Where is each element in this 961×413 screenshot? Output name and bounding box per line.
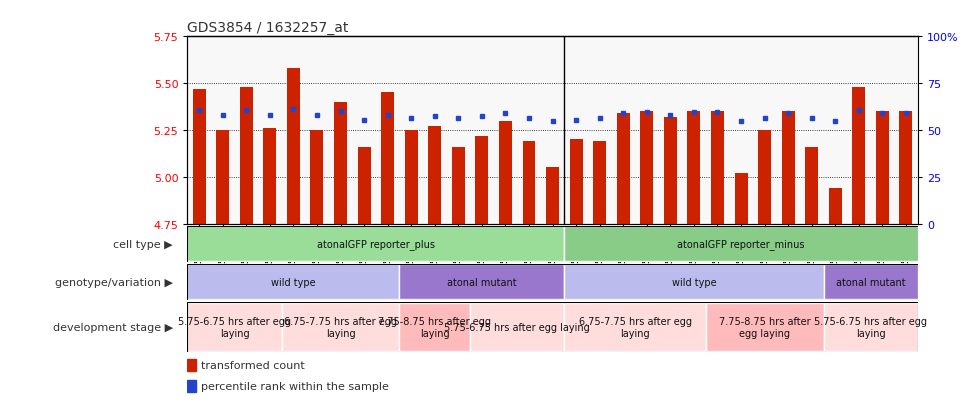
Text: percentile rank within the sample: percentile rank within the sample: [201, 381, 388, 391]
Bar: [405, 131, 418, 224]
Bar: [400, 265, 564, 299]
Text: atonal mutant: atonal mutant: [836, 277, 905, 287]
Text: 5.75-6.75 hrs after egg
laying: 5.75-6.75 hrs after egg laying: [178, 316, 291, 338]
Bar: [187, 303, 282, 351]
Bar: [781, 112, 795, 224]
Bar: [564, 303, 705, 351]
Bar: [593, 142, 606, 224]
Bar: [734, 173, 748, 224]
Bar: [187, 227, 564, 261]
Text: 7.75-8.75 hrs after egg
laying: 7.75-8.75 hrs after egg laying: [379, 316, 491, 338]
Text: atonalGFP reporter_minus: atonalGFP reporter_minus: [678, 239, 804, 249]
Text: development stage ▶: development stage ▶: [53, 322, 173, 332]
Bar: [429, 127, 441, 224]
Bar: [640, 112, 653, 224]
Text: atonalGFP reporter_plus: atonalGFP reporter_plus: [317, 239, 435, 249]
Text: 7.75-8.75 hrs after
egg laying: 7.75-8.75 hrs after egg laying: [719, 316, 810, 338]
Text: 6.75-7.75 hrs after egg
laying: 6.75-7.75 hrs after egg laying: [579, 316, 692, 338]
Bar: [263, 129, 277, 224]
Bar: [476, 136, 488, 224]
Bar: [570, 140, 582, 224]
Text: 6.75-7.75 hrs after egg
laying: 6.75-7.75 hrs after egg laying: [284, 316, 397, 338]
Bar: [240, 88, 253, 224]
Bar: [828, 188, 842, 224]
Bar: [705, 303, 824, 351]
Bar: [523, 142, 535, 224]
Bar: [664, 118, 677, 224]
Bar: [382, 93, 394, 224]
Text: cell type ▶: cell type ▶: [113, 239, 173, 249]
Text: wild type: wild type: [672, 277, 716, 287]
Bar: [711, 112, 724, 224]
Bar: [216, 131, 230, 224]
Text: atonal mutant: atonal mutant: [447, 277, 517, 287]
Bar: [400, 303, 470, 351]
Bar: [357, 147, 371, 224]
Bar: [564, 227, 918, 261]
Bar: [310, 131, 324, 224]
Bar: [282, 303, 400, 351]
Bar: [470, 303, 564, 351]
Text: transformed count: transformed count: [201, 360, 305, 370]
Bar: [852, 88, 865, 224]
Bar: [193, 90, 206, 224]
Bar: [875, 112, 889, 224]
Bar: [187, 265, 400, 299]
Bar: [687, 112, 701, 224]
Bar: [758, 131, 771, 224]
Bar: [499, 121, 512, 224]
Bar: [334, 102, 347, 224]
Text: GDS3854 / 1632257_at: GDS3854 / 1632257_at: [187, 21, 349, 35]
Text: 5.75-6.75 hrs after egg
laying: 5.75-6.75 hrs after egg laying: [814, 316, 927, 338]
Bar: [452, 147, 465, 224]
Bar: [546, 168, 559, 224]
Bar: [824, 265, 918, 299]
Bar: [824, 303, 918, 351]
Text: genotype/variation ▶: genotype/variation ▶: [55, 277, 173, 287]
Bar: [564, 265, 824, 299]
Bar: [899, 112, 912, 224]
Bar: [287, 69, 300, 224]
Bar: [617, 114, 629, 224]
Text: wild type: wild type: [271, 277, 316, 287]
Bar: [805, 147, 818, 224]
Bar: [187, 380, 196, 392]
Text: 5.75-6.75 hrs after egg laying: 5.75-6.75 hrs after egg laying: [444, 322, 590, 332]
Bar: [187, 358, 196, 371]
